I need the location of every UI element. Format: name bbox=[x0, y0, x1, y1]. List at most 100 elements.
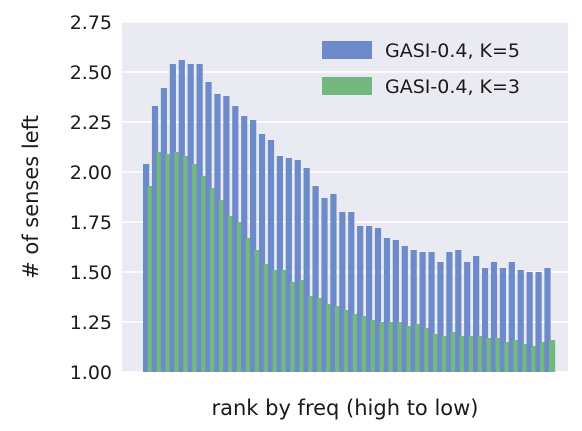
bar-series-1-27 bbox=[374, 228, 382, 372]
bar-series-2-24 bbox=[352, 314, 359, 372]
bar-series-2-15 bbox=[272, 270, 279, 372]
y-tick-label-3: 1.75 bbox=[70, 212, 112, 234]
bar-series-1-30 bbox=[401, 246, 408, 372]
bar-series-2-7 bbox=[201, 176, 208, 372]
bar-series-1-36 bbox=[455, 250, 462, 372]
bar-series-1-12 bbox=[241, 116, 248, 372]
bar-series-1-32 bbox=[419, 252, 426, 372]
legend-label-series-2: GASI-0.4, K=3 bbox=[385, 76, 520, 98]
bar-series-1-38 bbox=[473, 256, 480, 372]
y-tick-label-4: 2.00 bbox=[70, 162, 112, 184]
bar-series-2-10 bbox=[227, 216, 235, 372]
bar-series-1-40 bbox=[490, 262, 498, 372]
bar-series-1-44 bbox=[526, 272, 533, 372]
bar-series-1-4 bbox=[169, 64, 176, 372]
bar-series-1-9 bbox=[214, 94, 221, 372]
bar-series-2-4 bbox=[174, 152, 181, 372]
bar-series-2-13 bbox=[254, 250, 261, 372]
bar-series-2-2 bbox=[156, 152, 163, 372]
bar-series-2-19 bbox=[308, 296, 315, 372]
bar-series-2-38 bbox=[477, 336, 484, 372]
bar-series-2-30 bbox=[406, 326, 413, 372]
bar-series-1-3 bbox=[160, 88, 168, 372]
bar-series-1-45 bbox=[535, 272, 542, 372]
bar-series-2-39 bbox=[486, 338, 493, 372]
bar-series-1-35 bbox=[446, 252, 453, 372]
y-tick-label-7: 2.75 bbox=[70, 12, 112, 34]
bar-series-2-6 bbox=[192, 164, 199, 372]
bar-series-2-28 bbox=[388, 322, 395, 372]
legend-label-series-1: GASI-0.4, K=5 bbox=[385, 40, 520, 62]
bar-series-1-13 bbox=[250, 120, 257, 372]
bar-series-1-29 bbox=[392, 240, 399, 372]
bar-series-2-21 bbox=[326, 304, 333, 372]
bar-series-1-21 bbox=[321, 198, 328, 372]
bar-series-2-18 bbox=[299, 280, 306, 372]
bar-series-1-11 bbox=[232, 106, 239, 372]
bar-series-1-26 bbox=[366, 226, 373, 372]
bar-series-2-41 bbox=[504, 342, 511, 372]
bar-series-2-14 bbox=[263, 264, 270, 372]
bar-series-1-17 bbox=[285, 158, 292, 372]
y-axis-label: # of senses left bbox=[19, 115, 43, 279]
bars bbox=[143, 60, 556, 372]
bar-series-2-20 bbox=[317, 298, 324, 372]
bar-series-1-33 bbox=[428, 252, 435, 372]
y-ticks: 1.00 1.25 1.50 1.75 2.00 2.25 2.50 2.75 bbox=[70, 12, 112, 384]
bar-series-1-31 bbox=[410, 250, 417, 372]
bar-series-2-32 bbox=[424, 328, 431, 372]
bar-series-2-45 bbox=[540, 342, 547, 372]
bar-series-2-17 bbox=[290, 282, 297, 372]
bar-series-1-2 bbox=[151, 106, 159, 372]
bar-series-2-12 bbox=[245, 238, 252, 372]
bar-series-1-19 bbox=[303, 168, 310, 372]
bar-series-1-15 bbox=[267, 140, 275, 372]
bar-series-1-7 bbox=[196, 64, 203, 372]
bar-series-1-34 bbox=[437, 262, 444, 372]
bar-series-1-5 bbox=[178, 60, 185, 372]
bar-series-2-34 bbox=[441, 336, 449, 372]
bar-series-2-43 bbox=[522, 344, 529, 372]
bar-series-1-25 bbox=[357, 226, 364, 372]
bar-series-1-41 bbox=[499, 268, 506, 372]
bar-series-1-6 bbox=[187, 64, 194, 372]
bar-series-2-36 bbox=[459, 336, 466, 372]
bar-series-2-26 bbox=[370, 320, 377, 372]
bar-series-1-14 bbox=[258, 134, 266, 372]
bar-series-1-20 bbox=[312, 186, 319, 372]
bar-series-2-22 bbox=[334, 306, 342, 372]
bar-series-2-1 bbox=[147, 186, 154, 372]
bar-series-1-22 bbox=[330, 194, 337, 372]
bar-series-1-10 bbox=[223, 96, 230, 372]
legend: GASI-0.4, K=5 GASI-0.4, K=3 bbox=[322, 40, 520, 98]
bar-series-1-1 bbox=[143, 164, 150, 372]
bar-series-1-39 bbox=[481, 268, 489, 372]
bar-series-2-37 bbox=[468, 336, 475, 372]
bar-series-2-25 bbox=[361, 316, 368, 372]
x-axis-label: rank by freq (high to low) bbox=[211, 396, 478, 420]
y-tick-label-2: 1.50 bbox=[70, 262, 112, 284]
y-tick-label-5: 2.25 bbox=[70, 112, 112, 134]
bar-series-1-43 bbox=[517, 270, 524, 372]
bar-series-2-46 bbox=[549, 340, 556, 372]
bar-series-2-9 bbox=[218, 200, 226, 372]
bar-series-1-37 bbox=[464, 262, 471, 372]
legend-swatch-series-1 bbox=[322, 41, 372, 59]
bar-series-2-5 bbox=[183, 156, 190, 372]
bar-series-2-40 bbox=[495, 338, 502, 372]
bar-series-1-18 bbox=[294, 160, 301, 372]
bar-series-2-42 bbox=[513, 340, 520, 372]
y-tick-label-1: 1.25 bbox=[70, 312, 112, 334]
y-tick-label-6: 2.50 bbox=[70, 62, 112, 84]
bar-series-2-33 bbox=[433, 334, 440, 372]
bar-series-2-11 bbox=[236, 222, 243, 372]
bar-series-1-24 bbox=[348, 212, 355, 372]
bar-series-1-42 bbox=[508, 262, 515, 372]
bar-series-1-16 bbox=[276, 156, 283, 372]
bar-series-2-16 bbox=[281, 270, 288, 372]
bar-series-2-27 bbox=[379, 322, 386, 372]
bar-series-2-3 bbox=[165, 154, 172, 372]
bar-series-1-28 bbox=[383, 238, 391, 372]
bar-series-1-8 bbox=[205, 82, 212, 372]
